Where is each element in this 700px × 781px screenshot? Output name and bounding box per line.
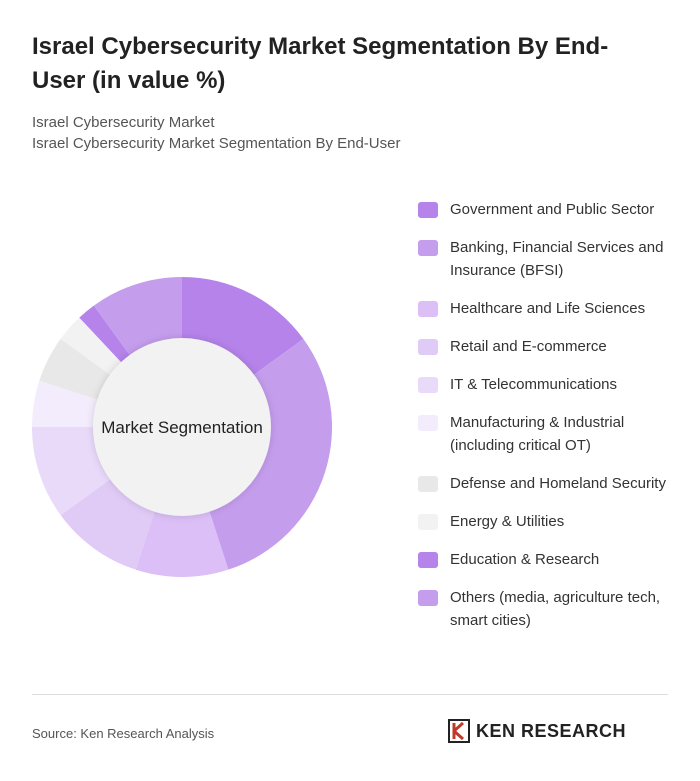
legend-swatch: [418, 301, 438, 317]
legend-item: Energy & Utilities: [418, 510, 678, 533]
source-note: Source: Ken Research Analysis: [32, 726, 215, 741]
legend-swatch: [418, 377, 438, 393]
legend-swatch: [418, 514, 438, 530]
legend-label: Others (media, agriculture tech, smart c…: [450, 589, 661, 629]
legend-swatch: [418, 552, 438, 568]
legend-item: Defense and Homeland Security: [418, 472, 678, 495]
donut-chart: Market Segmentation: [32, 277, 332, 577]
legend-item: Retail and E-commerce: [418, 335, 678, 358]
chart-title: Israel Cybersecurity Market Segmentation…: [32, 33, 609, 94]
legend-swatch: [418, 476, 438, 492]
legend-label: Government and Public Sector: [450, 201, 655, 218]
donut-center: [93, 338, 271, 516]
legend-label: Manufacturing & Industrial (including cr…: [450, 414, 625, 454]
legend-item: Education & Research: [418, 548, 678, 571]
logo-text: KEN RESEARCH: [476, 720, 627, 741]
legend-label: Healthcare and Life Sciences: [450, 300, 646, 317]
legend-label: Education & Research: [450, 551, 600, 568]
legend-item: IT & Telecommunications: [418, 373, 678, 396]
logo-mark-icon: [448, 719, 470, 743]
legend-swatch: [418, 339, 438, 355]
legend-item: Healthcare and Life Sciences: [418, 297, 678, 320]
legend-label: IT & Telecommunications: [450, 376, 618, 393]
subtitle-market: Israel Cybersecurity Market: [32, 114, 215, 131]
legend-item: Government and Public Sector: [418, 198, 678, 221]
ken-research-logo: KEN RESEARCH: [448, 719, 626, 743]
legend: Government and Public Sector Banking, Fin…: [418, 198, 678, 647]
divider: [32, 694, 668, 695]
legend-swatch: [418, 240, 438, 256]
legend-item: Banking, Financial Services and Insuranc…: [418, 236, 678, 282]
legend-swatch: [418, 590, 438, 606]
legend-item: Manufacturing & Industrial (including cr…: [418, 411, 678, 457]
legend-label: Retail and E-commerce: [450, 338, 607, 355]
legend-label: Banking, Financial Services and Insuranc…: [450, 239, 664, 279]
legend-label: Energy & Utilities: [450, 513, 565, 530]
legend-item: Others (media, agriculture tech, smart c…: [418, 586, 678, 632]
legend-swatch: [418, 202, 438, 218]
subtitle-segmentation: Israel Cybersecurity Market Segmentation…: [32, 135, 401, 152]
legend-swatch: [418, 415, 438, 431]
legend-label: Defense and Homeland Security: [450, 475, 666, 492]
center-label: Market Segmentation: [101, 418, 263, 437]
